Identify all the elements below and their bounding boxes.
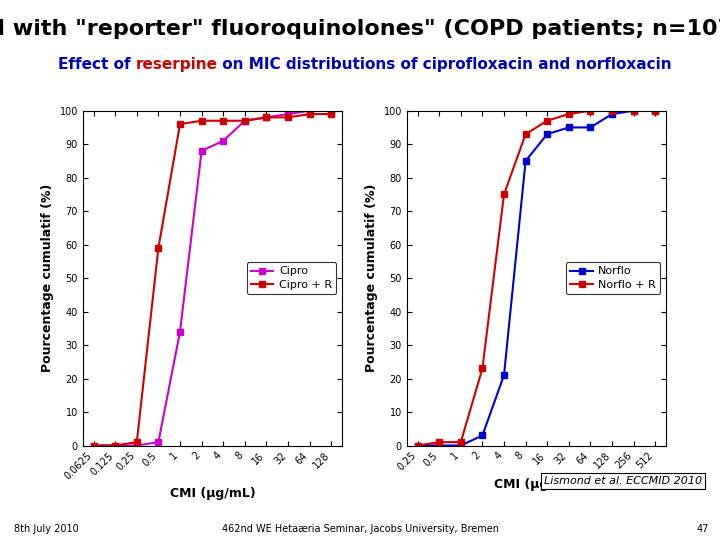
Cipro + R	[327, 111, 336, 117]
Norflo + R	[521, 131, 530, 137]
Cipro + R	[176, 121, 184, 127]
X-axis label: CMI (µg/mL): CMI (µg/mL)	[169, 487, 256, 500]
Cipro	[154, 439, 163, 446]
Text: And with "reporter" fluoroquinolones" (COPD patients; n=107) ?: And with "reporter" fluoroquinolones" (C…	[0, 19, 720, 39]
Text: 8th July 2010: 8th July 2010	[14, 523, 79, 534]
Norflo	[629, 107, 638, 114]
Norflo	[478, 432, 487, 438]
Norflo + R	[478, 365, 487, 372]
Legend: Norflo, Norflo + R: Norflo, Norflo + R	[566, 262, 660, 294]
Cipro + R	[132, 439, 141, 446]
Norflo + R	[435, 439, 444, 446]
Line: Norflo + R: Norflo + R	[415, 108, 658, 448]
Norflo + R	[564, 111, 573, 117]
Norflo	[521, 158, 530, 164]
Cipro + R	[89, 442, 98, 449]
Norflo	[564, 124, 573, 131]
Norflo	[413, 442, 422, 449]
Norflo + R	[543, 118, 552, 124]
Cipro	[327, 107, 336, 114]
Cipro	[111, 442, 120, 449]
Cipro	[262, 114, 271, 120]
Norflo	[651, 107, 660, 114]
Norflo + R	[651, 107, 660, 114]
Norflo + R	[456, 439, 465, 446]
Text: Lismond et al. ECCMID 2010: Lismond et al. ECCMID 2010	[544, 476, 702, 486]
Cipro	[176, 328, 184, 335]
Norflo + R	[500, 191, 508, 198]
Cipro	[89, 442, 98, 449]
Text: reserpine: reserpine	[135, 57, 217, 72]
Line: Norflo: Norflo	[415, 108, 658, 448]
Y-axis label: Pourcentage cumulatif (%): Pourcentage cumulatif (%)	[41, 184, 54, 372]
Norflo	[586, 124, 595, 131]
Cipro + R	[262, 114, 271, 120]
Cipro	[305, 107, 314, 114]
Norflo	[543, 131, 552, 137]
Legend: Cipro, Cipro + R: Cipro, Cipro + R	[247, 262, 336, 294]
Cipro + R	[111, 442, 120, 449]
Text: 47: 47	[697, 523, 709, 534]
Cipro + R	[240, 118, 249, 124]
Norflo	[608, 111, 616, 117]
Norflo + R	[586, 107, 595, 114]
Cipro	[240, 118, 249, 124]
Text: on MIC distributions of ciprofloxacin and norfloxacin: on MIC distributions of ciprofloxacin an…	[217, 57, 672, 72]
Text: Effect of: Effect of	[58, 57, 135, 72]
Norflo	[500, 372, 508, 379]
Norflo + R	[413, 442, 422, 449]
Cipro + R	[219, 118, 228, 124]
Cipro	[284, 111, 292, 117]
Cipro	[219, 138, 228, 144]
Cipro + R	[305, 111, 314, 117]
Cipro + R	[284, 114, 292, 120]
Norflo + R	[629, 107, 638, 114]
Norflo + R	[608, 107, 616, 114]
X-axis label: CMI (µg/mL): CMI (µg/mL)	[493, 478, 580, 491]
Cipro + R	[197, 118, 206, 124]
Cipro	[132, 442, 141, 449]
Cipro	[197, 147, 206, 154]
Line: Cipro + R: Cipro + R	[91, 111, 334, 448]
Norflo	[456, 442, 465, 449]
Norflo	[435, 442, 444, 449]
Text: 462nd WE Hetaæria Seminar, Jacobs University, Bremen: 462nd WE Hetaæria Seminar, Jacobs Univer…	[222, 523, 498, 534]
Y-axis label: Pourcentage cumulatif (%): Pourcentage cumulatif (%)	[365, 184, 378, 372]
Cipro + R	[154, 245, 163, 251]
Line: Cipro: Cipro	[91, 108, 334, 448]
